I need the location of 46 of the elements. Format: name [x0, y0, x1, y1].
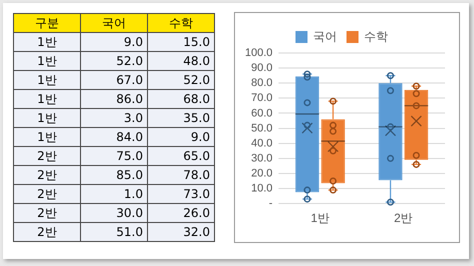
y-tick-label: - — [268, 198, 273, 210]
y-tick-label: 40.0 — [251, 137, 273, 150]
y-tick-label: 2반 — [14, 184, 80, 204]
y-tick-label: 1반 — [14, 108, 80, 128]
y-axis-title: 구분 — [14, 14, 80, 32]
legend-label: 수학 — [364, 29, 388, 44]
data-label: 73.0 — [148, 184, 214, 204]
y-tick-label: 2반 — [14, 222, 80, 242]
y-tick-label: 50.0 — [251, 122, 273, 134]
y-tick-label: 1반 — [14, 90, 80, 108]
data-label: 86.0 — [80, 90, 148, 108]
data-label: 9.0 — [148, 128, 214, 146]
data-label: 52.0 — [148, 70, 214, 90]
data-label: 26.0 — [148, 204, 214, 222]
data-label: 75.0 — [80, 146, 148, 166]
data-label: 3.0 — [80, 108, 148, 128]
data-label: 65.0 — [148, 146, 214, 166]
data-label: 85.0 — [80, 166, 148, 184]
y-tick-label: 20.0 — [251, 168, 273, 180]
data-label: 9.0 — [80, 32, 148, 52]
data-label: 78.0 — [148, 166, 214, 184]
data-label: 51.0 — [80, 222, 148, 242]
y-tick-label: 100.0 — [244, 47, 273, 60]
y-tick-label: 30.0 — [251, 152, 273, 164]
y-tick-label: 1반 — [14, 52, 80, 70]
data-label: 68.0 — [148, 90, 214, 108]
y-tick-label: 10.0 — [251, 182, 273, 195]
y-tick-label: 2반 — [14, 146, 80, 166]
y-tick-label: 2반 — [14, 166, 80, 184]
data-label: 15.0 — [148, 32, 214, 52]
y-tick-label: 80.0 — [251, 77, 273, 90]
data-label: 48.0 — [148, 52, 214, 70]
legend-label: 국어 — [313, 29, 337, 44]
data-label: 35.0 — [148, 108, 214, 128]
data-label: 67.0 — [80, 70, 148, 90]
data-label: 52.0 — [80, 52, 148, 70]
y-tick-label: 1반 — [14, 32, 80, 52]
y-tick-label: 1반 — [14, 128, 80, 146]
data-label: 32.0 — [148, 222, 214, 242]
y-tick-label: 60.0 — [251, 107, 273, 120]
data-label: 30.0 — [80, 204, 148, 222]
y-tick-label: 1반 — [14, 70, 80, 90]
y-tick-label: 90.0 — [251, 62, 273, 74]
y-tick-label: 70.0 — [251, 92, 273, 104]
data-label: 1.0 — [80, 184, 148, 204]
data-label: 84.0 — [80, 128, 148, 146]
